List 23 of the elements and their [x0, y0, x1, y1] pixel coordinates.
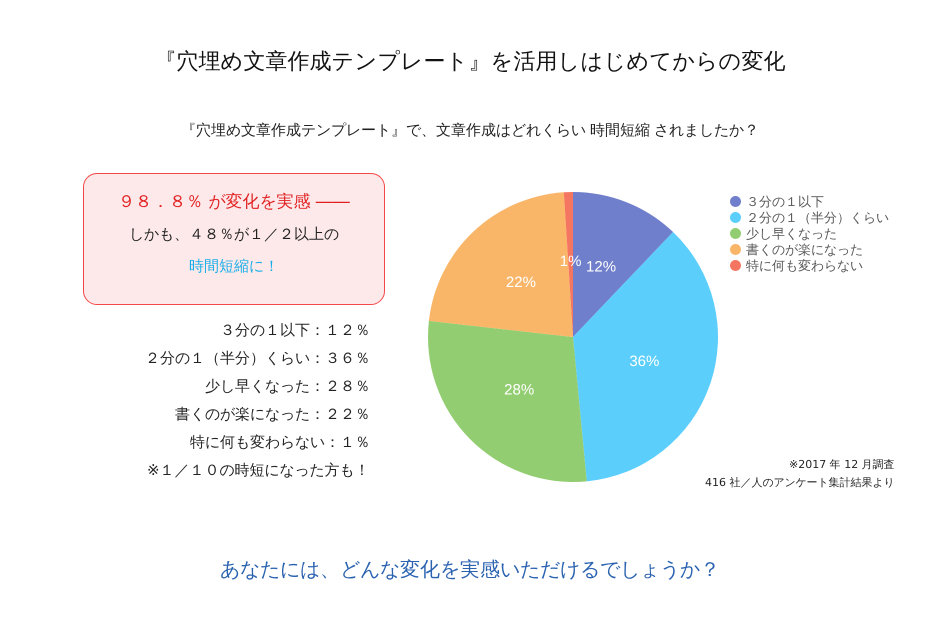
legend-label: 書くのが楽になった: [746, 242, 863, 257]
text: 少し早くなった：２８％: [205, 377, 370, 396]
chart-title: 『穴埋め文章作成テンプレート』を活用しはじめてからの変化: [154, 48, 786, 74]
text: ※１／１０の時短になった方も！: [147, 461, 370, 480]
text: あなたには、どんな変化を実感いただけるでしょうか？: [220, 556, 720, 583]
text: 時間短縮に！: [189, 257, 279, 276]
legend-label: ３分の１以下: [746, 194, 824, 209]
text: 書くのが楽になった：２２％: [175, 405, 370, 424]
data-label: 12%: [586, 258, 616, 276]
text: 416 社／人のアンケート集計結果より: [705, 475, 894, 490]
legend-label: 少し早くなった: [746, 226, 837, 241]
legend-label: 特に何も変わらない: [746, 258, 863, 273]
text: 特に何も変わらない：１％: [190, 433, 370, 452]
data-label: 36%: [629, 353, 660, 370]
text: しかも、４８％が１／２以上の: [129, 225, 339, 244]
text: ９８．８％ が変化を実感 ――: [118, 190, 350, 213]
text: ※2017 年 12 月調査: [789, 457, 895, 472]
legend-label: ２分の１（半分）くらい: [746, 210, 889, 225]
chart-subtitle: 『穴埋め文章作成テンプレート』で、文章作成はどれくらい 時間短縮 されましたか？: [180, 122, 760, 139]
text: ２分の１（半分）くらい：３６％: [145, 349, 370, 368]
text: ３分の１以下：１２％: [220, 321, 370, 340]
data-label: 22%: [506, 274, 536, 291]
data-label: 28%: [504, 381, 534, 398]
